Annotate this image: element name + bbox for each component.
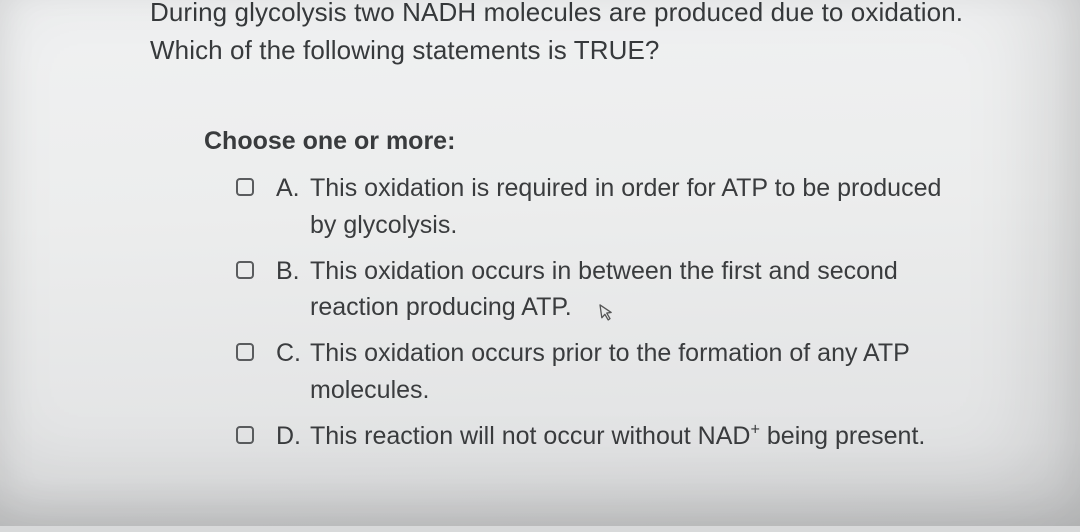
option-text: This oxidation occurs in between the fir… [310, 253, 1000, 326]
option-d[interactable]: D. This reaction will not occur without … [236, 418, 1000, 454]
checkbox-b[interactable] [236, 261, 254, 279]
choose-instruction: Choose one or more: [204, 127, 1000, 156]
question-line-2: Which of the following statements is TRU… [150, 35, 660, 65]
options-list: A. This oxidation is required in order f… [236, 170, 1000, 454]
option-text: This reaction will not occur without NAD… [310, 418, 1000, 454]
option-d-pre: This reaction will not occur without NAD [310, 422, 750, 450]
cursor-icon [597, 296, 617, 327]
option-text: This oxidation is required in order for … [310, 170, 1000, 243]
option-b[interactable]: B. This oxidation occurs in between the … [236, 253, 1000, 326]
option-letter: A. [276, 170, 310, 206]
option-a[interactable]: A. This oxidation is required in order f… [236, 170, 1000, 243]
checkbox-d[interactable] [236, 426, 254, 444]
option-c[interactable]: C. This oxidation occurs prior to the fo… [236, 335, 1000, 408]
option-d-post: being present. [760, 422, 925, 450]
option-letter: B. [276, 253, 310, 289]
checkbox-c[interactable] [236, 343, 254, 361]
checkbox-a[interactable] [236, 178, 254, 196]
option-d-sup: + [750, 421, 760, 439]
question-line-1: During glycolysis two NADH molecules are… [150, 0, 963, 27]
option-letter: C. [276, 335, 310, 371]
option-letter: D. [276, 418, 310, 454]
question-stem: During glycolysis two NADH molecules are… [150, 0, 1000, 69]
option-text: This oxidation occurs prior to the forma… [310, 335, 1000, 408]
question-page: During glycolysis two NADH molecules are… [0, 0, 1080, 526]
